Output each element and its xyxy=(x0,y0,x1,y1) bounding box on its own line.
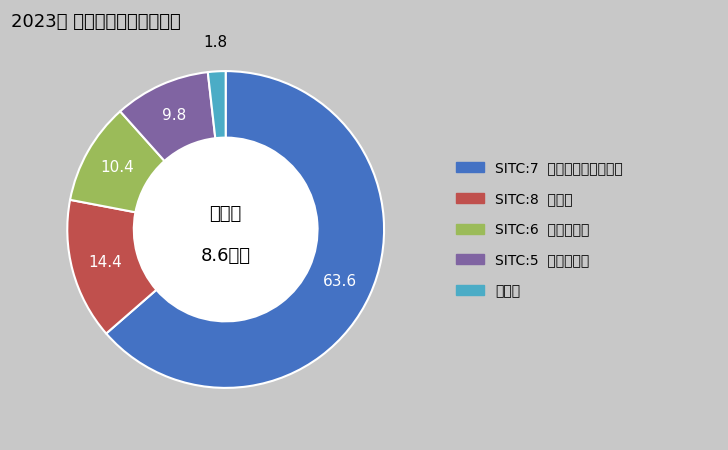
Text: 1.8: 1.8 xyxy=(203,36,227,50)
Text: 8.6億円: 8.6億円 xyxy=(201,248,250,266)
Wedge shape xyxy=(67,200,157,333)
Circle shape xyxy=(134,138,317,321)
Text: 63.6: 63.6 xyxy=(323,274,357,289)
Wedge shape xyxy=(120,72,215,161)
Text: 総　額: 総 額 xyxy=(210,205,242,223)
Text: 14.4: 14.4 xyxy=(88,255,122,270)
Wedge shape xyxy=(70,111,165,212)
Wedge shape xyxy=(207,71,226,138)
Text: 2023年 輸出の品目構成（％）: 2023年 輸出の品目構成（％） xyxy=(11,14,181,32)
Legend: SITC:7  機械及び輸送用機器, SITC:8  雑製品, SITC:6  原料別製品, SITC:5  化学工業品, その他: SITC:7 機械及び輸送用機器, SITC:8 雑製品, SITC:6 原料別… xyxy=(451,156,628,303)
Text: 9.8: 9.8 xyxy=(162,108,186,123)
Text: 10.4: 10.4 xyxy=(100,160,134,176)
Wedge shape xyxy=(106,71,384,388)
